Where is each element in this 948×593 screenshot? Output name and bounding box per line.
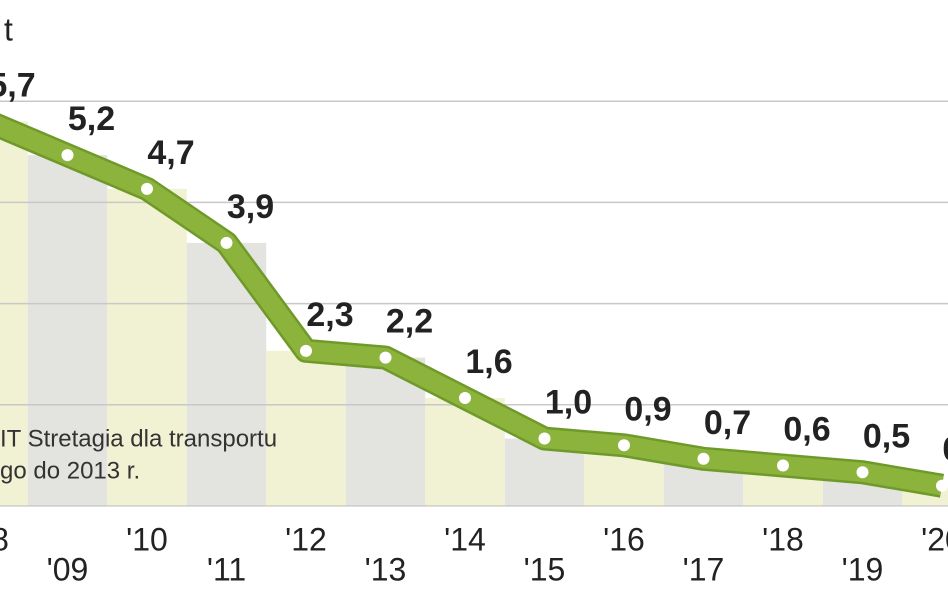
x-tick-label: '18	[762, 521, 804, 557]
point	[61, 149, 74, 162]
note: go do 2013 r.	[0, 457, 140, 484]
x-tick-label: '20	[921, 521, 948, 557]
value-label: 1,6	[465, 343, 512, 381]
point	[777, 459, 789, 472]
point	[856, 466, 869, 479]
x-tick-label: '14	[444, 521, 486, 557]
background-bar	[27, 155, 108, 506]
x-tick-label: '09	[47, 551, 89, 587]
point	[538, 432, 551, 445]
x-tick-label: '10	[126, 521, 168, 557]
value-label: 0,6	[783, 411, 830, 449]
value-label: 2,2	[386, 303, 433, 341]
value-label: 5,7	[0, 66, 36, 104]
value-label: 0,7	[704, 404, 751, 442]
point	[300, 344, 312, 357]
note: IT Stretagia dla transportu	[0, 425, 277, 452]
x-tick-label: '17	[683, 551, 725, 587]
x-tick-label: '16	[603, 521, 645, 557]
x-tick-label: '15	[524, 551, 566, 587]
point	[459, 392, 471, 405]
value-label: 0,9	[624, 390, 671, 428]
x-tick-label: '12	[285, 521, 327, 557]
y-label: t	[4, 11, 13, 47]
value-label: 0,5	[863, 417, 910, 455]
value-label: 5,2	[68, 100, 115, 138]
value-label: 3,9	[227, 188, 274, 226]
point	[936, 479, 948, 492]
point	[618, 439, 630, 452]
x-tick-label: '13	[365, 551, 407, 587]
x-tick-label: '19	[842, 551, 884, 587]
value-label: 4,7	[147, 134, 194, 172]
value-label: 0,3	[942, 431, 948, 469]
background-bar	[266, 350, 346, 506]
point	[379, 351, 392, 364]
x-tick-label: '08	[0, 521, 9, 557]
x-tick-label: '11	[207, 551, 246, 587]
value-label: 2,3	[306, 296, 353, 334]
value-label: 1,0	[545, 384, 592, 422]
background-bar	[107, 188, 187, 506]
point	[697, 452, 710, 465]
point	[220, 236, 233, 249]
point	[141, 182, 153, 195]
background-bar	[0, 121, 28, 506]
